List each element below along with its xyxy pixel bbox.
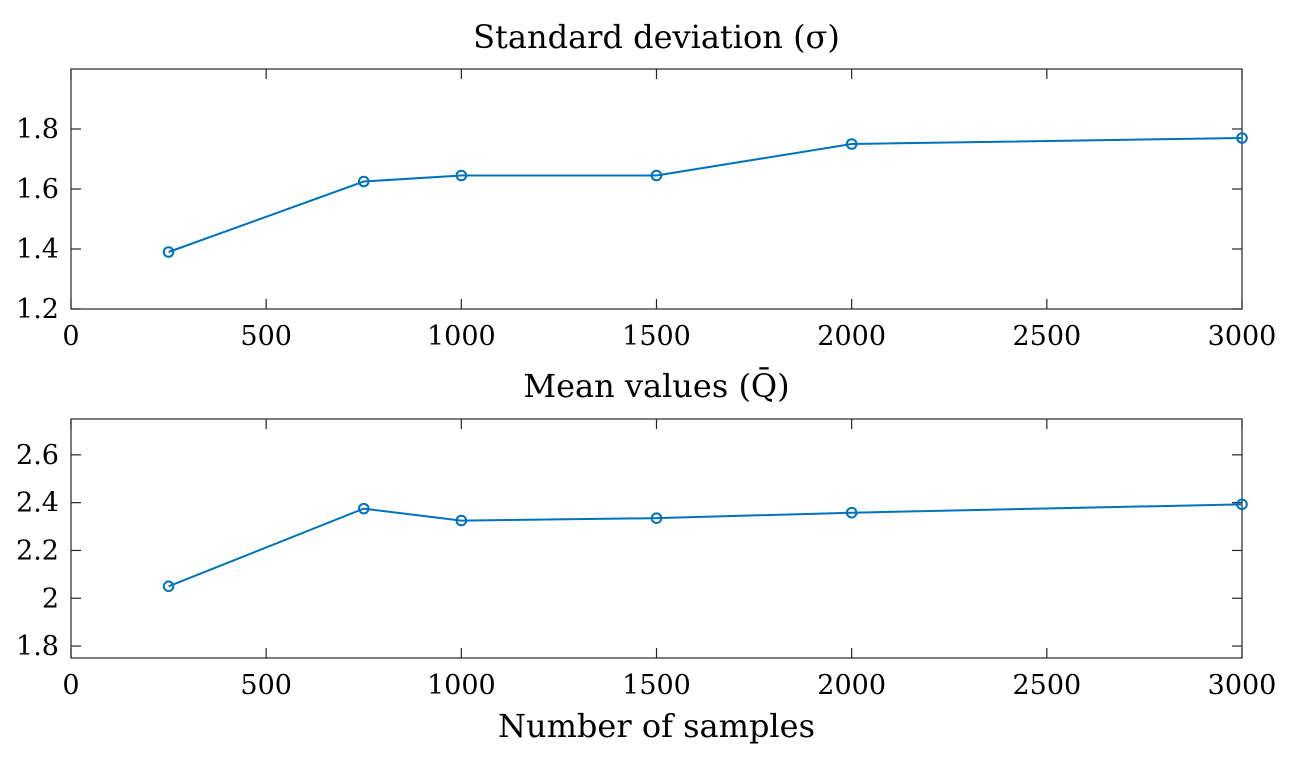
mean-values-x-tick-label: 1500 (622, 670, 691, 701)
std-deviation-data-point (845, 138, 858, 150)
std-deviation-data-point (162, 246, 175, 258)
std-deviation-x-tick-label: 1000 (427, 321, 496, 352)
std-deviation-x-tick-label: 500 (240, 321, 292, 352)
std-deviation-x-tick-label: 3000 (1208, 321, 1277, 352)
mean-values-data-point (455, 514, 468, 527)
mean-values-data-point (1236, 498, 1248, 511)
std-deviation-title: Standard deviation (σ) (473, 18, 840, 56)
std-deviation-x-tick-label: 1500 (622, 321, 691, 352)
mean-values-title: Mean values (Q̄) (523, 367, 789, 405)
mean-values-data-point (845, 506, 858, 519)
mean-values-axes-box (70, 418, 1243, 659)
std-deviation-data-point (650, 169, 663, 182)
std-deviation-x-tick-label: 0 (62, 321, 79, 352)
mean-values-panel: 0 500 1000 1500 2000 2500 3000 1.8 2 2.2 2.4 2.6 Mea… (16, 367, 1276, 745)
mean-values-x-tick-label: 3000 (1208, 670, 1277, 701)
mean-values-data-point (357, 502, 370, 515)
std-deviation-data-point (455, 169, 468, 182)
mean-values-data-point (162, 580, 175, 593)
std-deviation-x-tick-label: 2000 (817, 321, 886, 352)
mean-values-x-axis-label: Number of samples (498, 707, 815, 745)
mean-values-x-tick-label: 0 (62, 670, 79, 701)
std-deviation-x-tick-label: 2500 (1012, 321, 1081, 352)
mean-values-y-tick-label: 1.8 (16, 631, 59, 662)
std-deviation-series-line (168, 137, 1243, 253)
std-deviation-axes-box (70, 68, 1243, 310)
mean-values-y-tick-label: 2.6 (16, 440, 59, 471)
mean-values-y-tick-label: 2.2 (16, 535, 59, 566)
std-deviation-y-tick-label: 1.8 (16, 114, 59, 145)
mean-values-y-tick-label: 2 (42, 583, 59, 614)
std-deviation-data-point (357, 175, 370, 188)
mean-values-x-tick-label: 500 (240, 670, 292, 701)
mean-values-y-tick-label: 2.4 (16, 488, 59, 519)
std-deviation-y-tick-label: 1.6 (16, 174, 59, 205)
std-deviation-panel: 0 500 1000 1500 2000 2500 3000 1.2 1.4 1.6 1.8 Stan… (16, 18, 1276, 352)
mean-values-series-line (168, 503, 1243, 588)
mean-values-x-tick-label: 2000 (817, 670, 886, 701)
std-deviation-y-tick-label: 1.4 (16, 234, 59, 265)
std-deviation-data-point (1236, 132, 1248, 144)
mean-values-data-point (650, 512, 663, 524)
std-deviation-y-tick-label: 1.2 (16, 294, 59, 325)
mean-values-x-tick-label: 1000 (427, 670, 496, 701)
mean-values-x-tick-label: 2500 (1012, 670, 1081, 701)
